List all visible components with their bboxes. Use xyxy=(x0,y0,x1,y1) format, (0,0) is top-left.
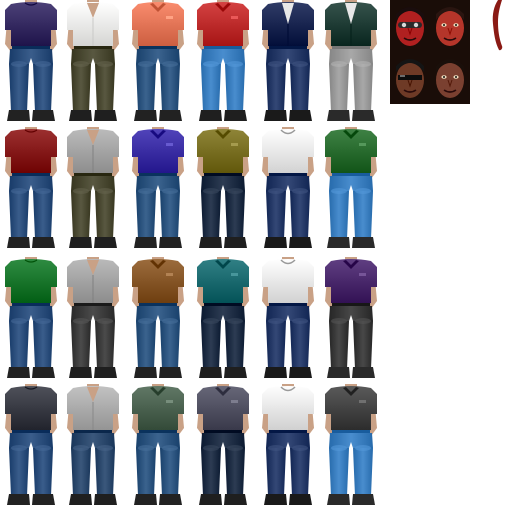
seated-character-sprite xyxy=(323,384,379,510)
seated-character-sprite xyxy=(130,257,186,383)
seated-character-sprite xyxy=(260,384,316,510)
seated-character-sprite xyxy=(65,127,121,253)
seated-character-sprite xyxy=(3,257,59,383)
seated-character-sprite xyxy=(195,127,251,253)
seated-character-sprite xyxy=(3,127,59,253)
seated-character-sprite xyxy=(260,257,316,383)
seated-character-sprite xyxy=(130,127,186,253)
seated-character-sprite xyxy=(195,0,251,126)
seated-character-sprite xyxy=(130,384,186,510)
seated-character-sprite xyxy=(323,0,379,126)
hand-icon xyxy=(492,0,503,51)
hand-sprite xyxy=(490,0,504,52)
seated-character-sprite xyxy=(195,257,251,383)
face-portrait xyxy=(430,52,470,104)
seated-character-sprite xyxy=(65,0,121,126)
seated-character-sprite xyxy=(3,384,59,510)
seated-character-sprite xyxy=(65,384,121,510)
seated-character-sprite xyxy=(260,0,316,126)
face-portrait xyxy=(430,0,470,52)
seated-character-sprite xyxy=(130,0,186,126)
seated-character-sprite xyxy=(65,257,121,383)
face-portrait xyxy=(390,52,430,104)
seated-character-sprite xyxy=(195,384,251,510)
seated-character-sprite xyxy=(260,127,316,253)
seated-character-sprite xyxy=(323,127,379,253)
seated-character-sprite xyxy=(3,0,59,126)
seated-character-sprite xyxy=(323,257,379,383)
face-portrait xyxy=(390,0,430,52)
